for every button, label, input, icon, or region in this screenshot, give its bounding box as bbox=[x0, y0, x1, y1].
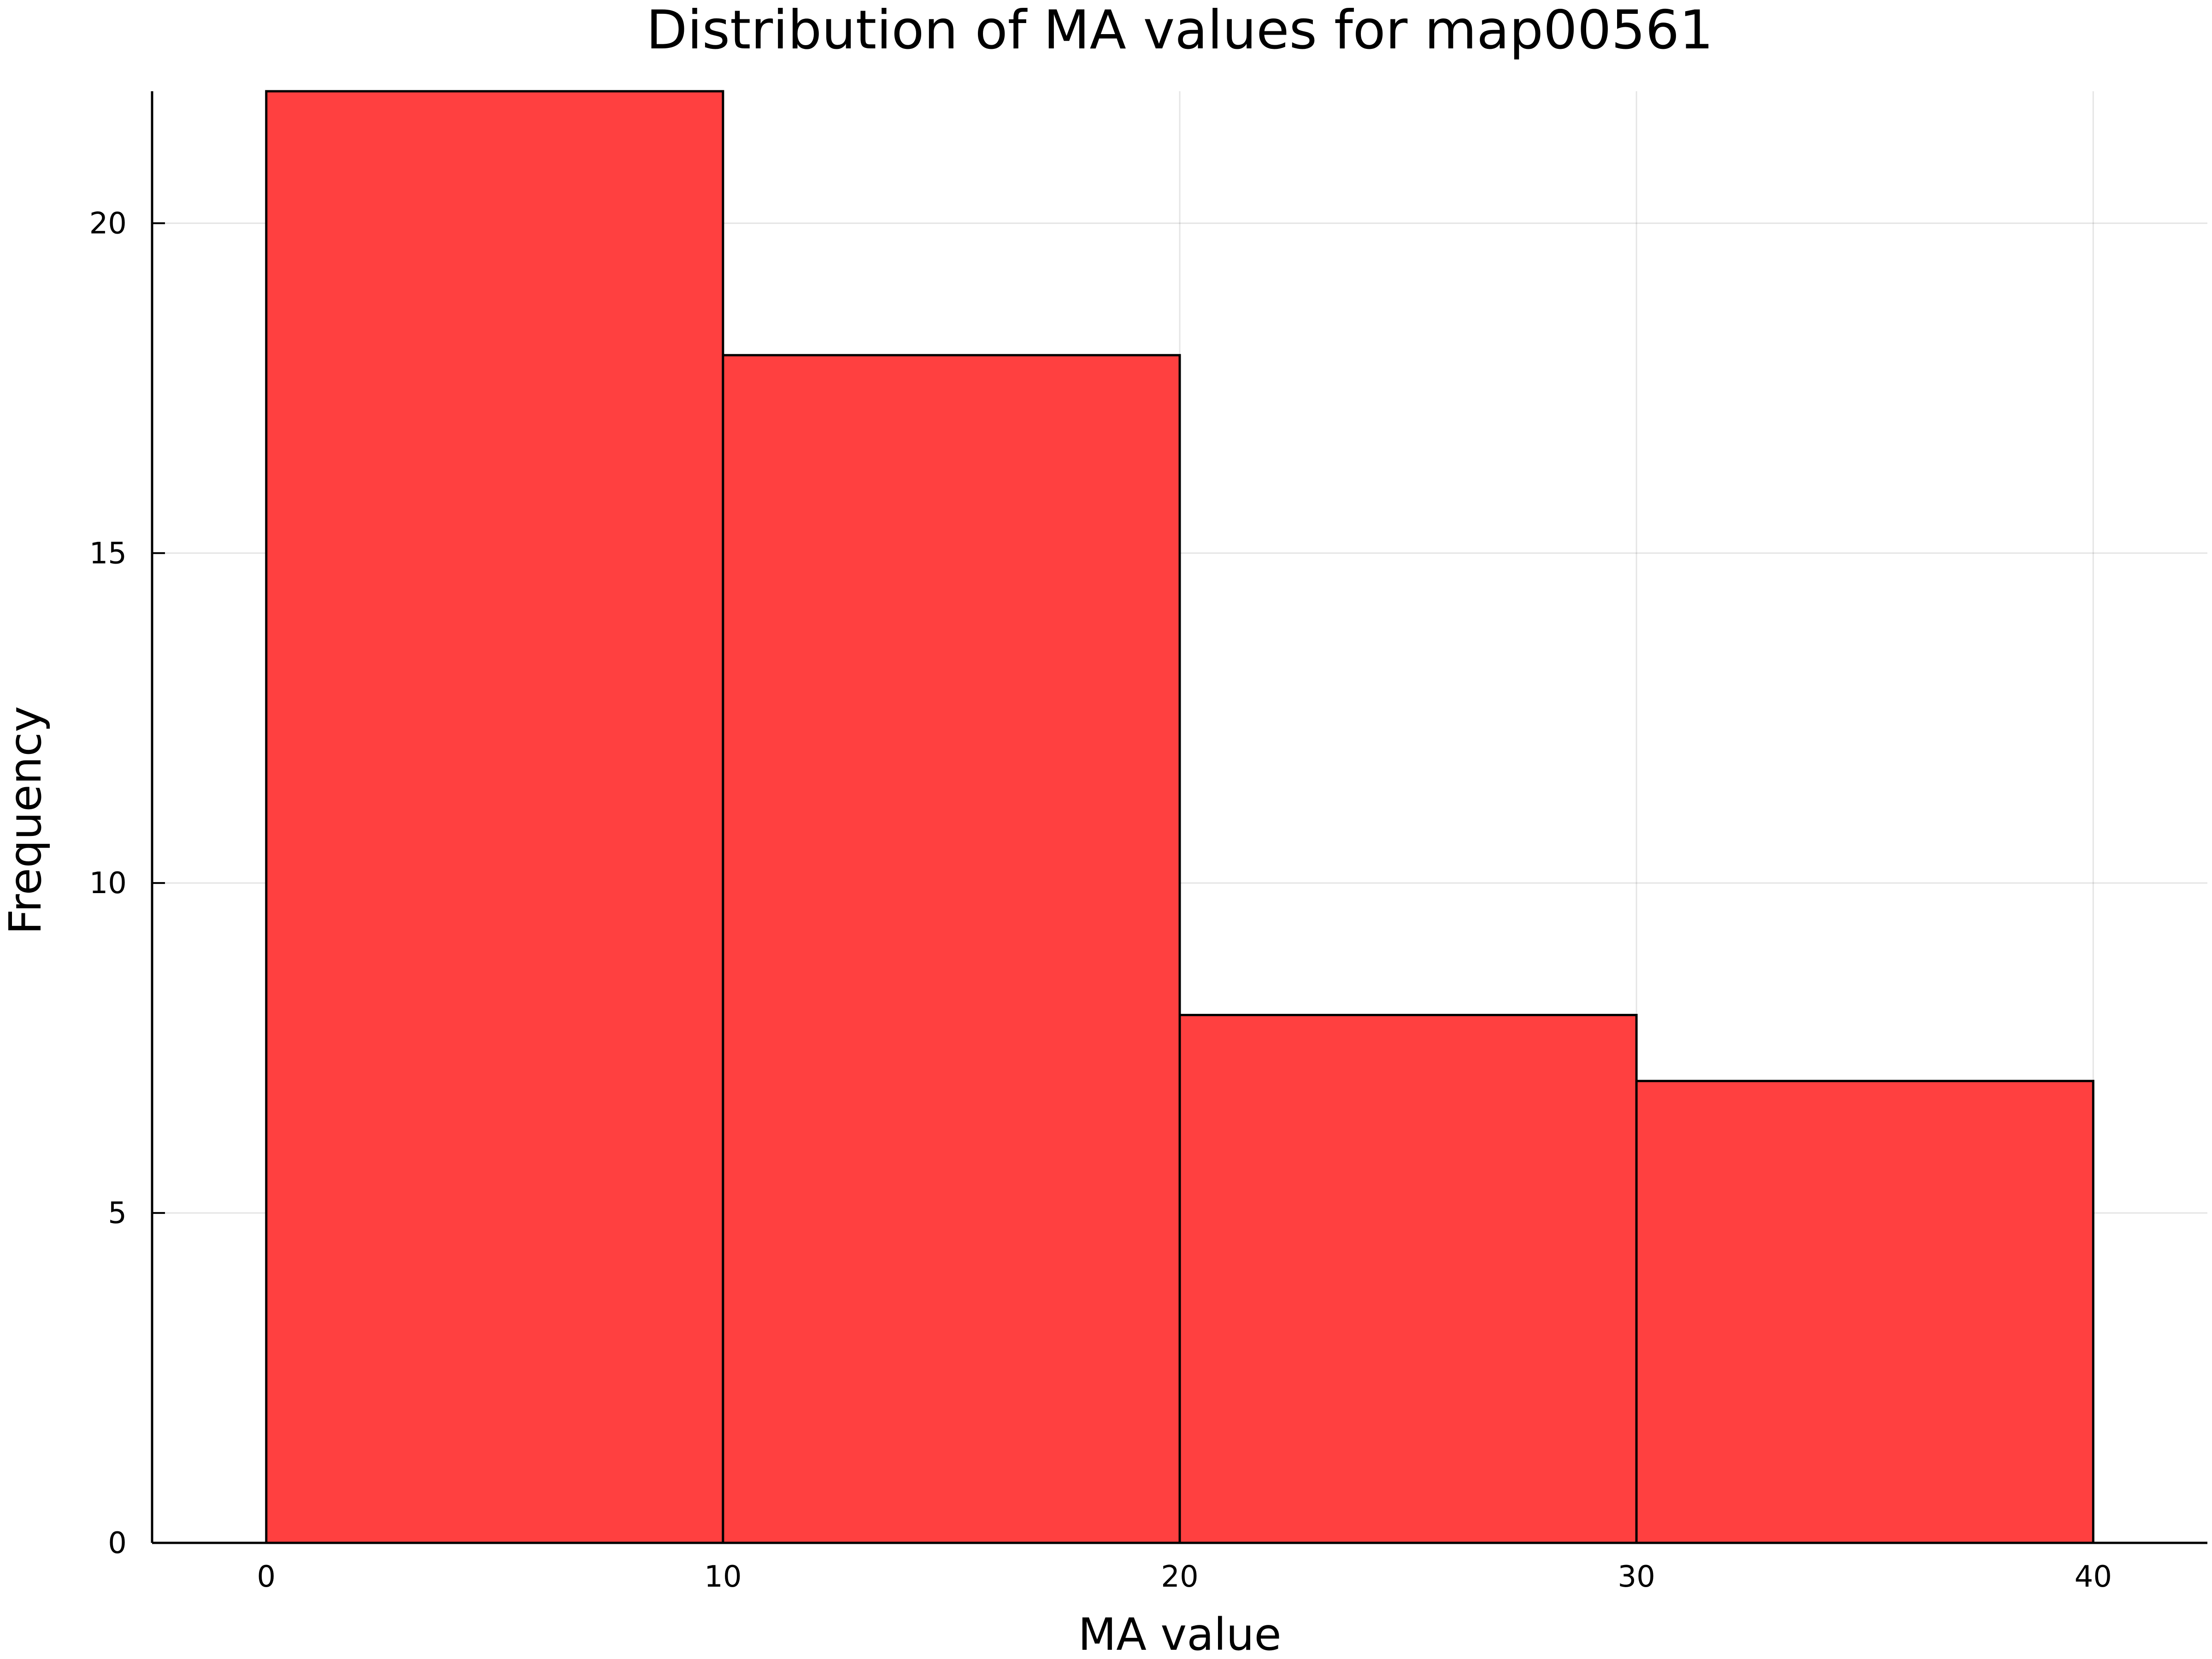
x-tick-label: 20 bbox=[1161, 1560, 1198, 1594]
x-tick-label: 10 bbox=[704, 1560, 741, 1594]
histogram-bar bbox=[265, 90, 724, 1544]
y-tick-label: 10 bbox=[89, 866, 127, 900]
y-axis-label: Frequency bbox=[0, 706, 51, 935]
y-tick-label: 20 bbox=[89, 206, 127, 241]
ticks: 0 10 20 30 40 0 5 10 15 20 bbox=[89, 206, 2112, 1594]
x-tick-label: 0 bbox=[257, 1560, 276, 1594]
x-tick-label: 30 bbox=[1618, 1560, 1655, 1594]
x-tick-label: 40 bbox=[2075, 1560, 2112, 1594]
y-tick-label: 15 bbox=[89, 536, 127, 571]
y-tick-label: 0 bbox=[108, 1526, 127, 1560]
chart-title: Distribution of MA values for map00561 bbox=[646, 0, 1713, 61]
histogram-bar bbox=[1635, 1080, 2094, 1544]
y-tick-label: 5 bbox=[108, 1196, 127, 1230]
x-axis-label: MA value bbox=[1078, 1609, 1281, 1659]
histogram-bar bbox=[1178, 1014, 1638, 1544]
histogram-bar bbox=[722, 354, 1181, 1544]
